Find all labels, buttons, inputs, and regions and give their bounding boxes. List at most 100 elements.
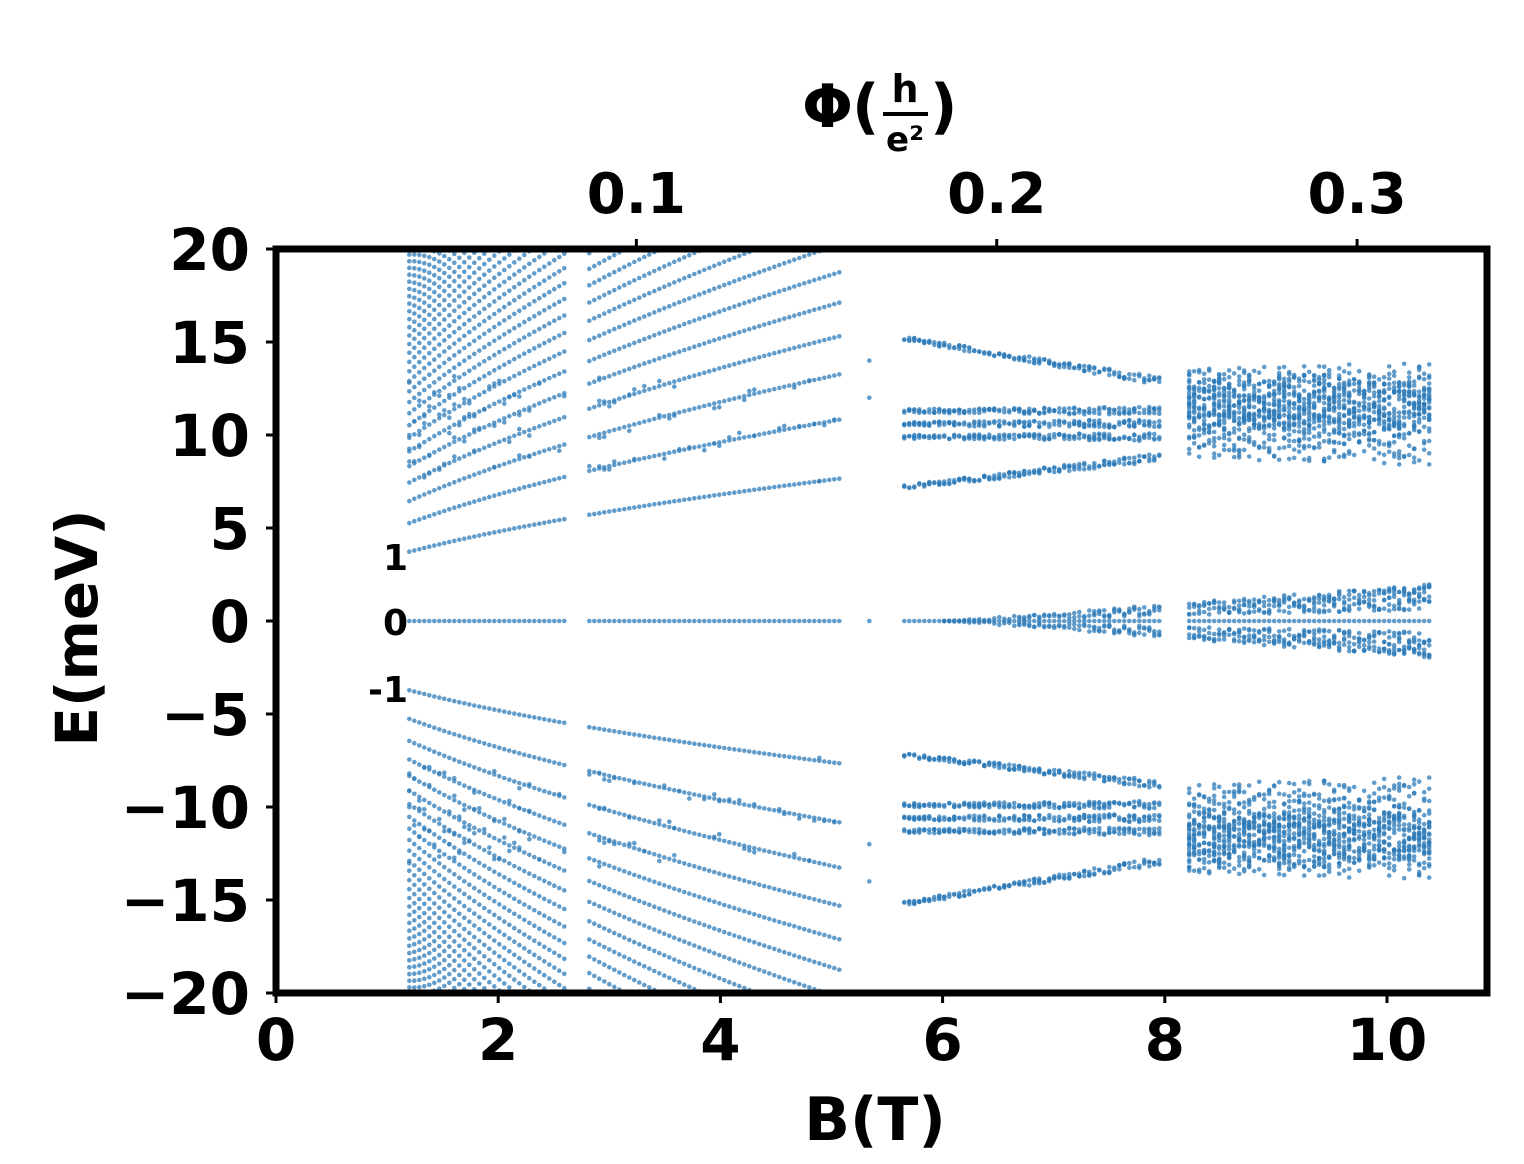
data-point (697, 618, 702, 624)
data-point (992, 353, 997, 359)
data-point (952, 828, 957, 834)
data-point (552, 257, 557, 263)
data-point (912, 436, 917, 442)
data-point (447, 274, 452, 280)
data-point (742, 908, 747, 914)
data-point (447, 442, 452, 447)
data-point (1251, 819, 1257, 824)
data-point (502, 304, 507, 310)
data-point (1117, 867, 1122, 872)
data-point (592, 467, 597, 473)
data-point (602, 979, 607, 984)
data-point (752, 391, 757, 397)
data-point (702, 341, 707, 346)
data-point (427, 959, 432, 964)
data-point (922, 340, 927, 346)
data-point (447, 430, 452, 436)
data-point (1241, 828, 1247, 834)
data-point (747, 488, 752, 493)
data-point (592, 858, 597, 863)
data-point (662, 931, 667, 936)
data-point (417, 340, 422, 346)
data-point (662, 783, 667, 788)
data-point (697, 894, 702, 900)
data-point (747, 299, 752, 304)
data-point (1226, 830, 1232, 836)
data-point (502, 461, 507, 467)
data-point (587, 772, 592, 777)
data-point (677, 446, 682, 452)
data-point (987, 476, 992, 482)
data-point (802, 756, 807, 762)
data-point (522, 782, 527, 787)
data-point (722, 977, 727, 983)
data-point (462, 476, 467, 481)
data-point (512, 939, 517, 944)
data-point (442, 770, 447, 775)
data-point (502, 332, 507, 337)
data-point (467, 854, 472, 860)
data-point (1117, 420, 1122, 425)
data-point (1241, 857, 1247, 862)
data-point (997, 423, 1002, 428)
data-point (412, 618, 417, 624)
data-point (1102, 778, 1107, 784)
data-point (912, 753, 917, 758)
data-point (452, 884, 457, 889)
data-point (422, 976, 427, 982)
data-point (1137, 458, 1142, 464)
data-point (1186, 618, 1192, 624)
data-point (442, 929, 447, 935)
data-point (782, 618, 787, 624)
data-point (432, 256, 437, 262)
data-point (507, 343, 512, 349)
data-point (437, 978, 442, 983)
data-point (472, 280, 477, 286)
data-point (427, 693, 432, 698)
data-point (682, 939, 687, 944)
data-point (1017, 829, 1022, 835)
data-point (672, 853, 677, 858)
data-point (742, 846, 747, 851)
data-point (972, 423, 977, 429)
data-point (467, 962, 472, 968)
data-point (472, 314, 477, 319)
data-point (1236, 627, 1242, 633)
data-point (977, 617, 982, 622)
data-point (1236, 416, 1242, 421)
data-point (1017, 419, 1022, 425)
data-point (682, 255, 687, 260)
data-point (1132, 372, 1137, 378)
data-point (457, 814, 462, 819)
data-point (1191, 868, 1197, 873)
data-point (612, 841, 617, 847)
data-point (1196, 857, 1202, 862)
data-point (1112, 437, 1117, 442)
data-point (457, 478, 462, 483)
data-point (417, 546, 422, 552)
data-point (787, 426, 792, 432)
data-point (787, 482, 792, 488)
data-point (637, 733, 642, 738)
data-point (452, 298, 457, 303)
data-point (492, 530, 497, 535)
data-point (432, 964, 437, 970)
data-point (532, 834, 537, 839)
data-point (622, 282, 627, 288)
data-point (1196, 445, 1202, 450)
data-point (517, 412, 522, 418)
data-point (1196, 415, 1202, 420)
data-point (1231, 834, 1237, 839)
data-point (592, 297, 597, 303)
data-point (1241, 417, 1247, 423)
data-point (737, 801, 742, 806)
data-point (962, 436, 967, 442)
data-point (1127, 618, 1132, 624)
data-point (1057, 406, 1062, 411)
data-point (782, 889, 787, 894)
data-point (1057, 768, 1062, 773)
data-point (407, 804, 412, 810)
data-point (1191, 809, 1197, 814)
data-point (412, 311, 417, 316)
data-point (472, 472, 477, 478)
